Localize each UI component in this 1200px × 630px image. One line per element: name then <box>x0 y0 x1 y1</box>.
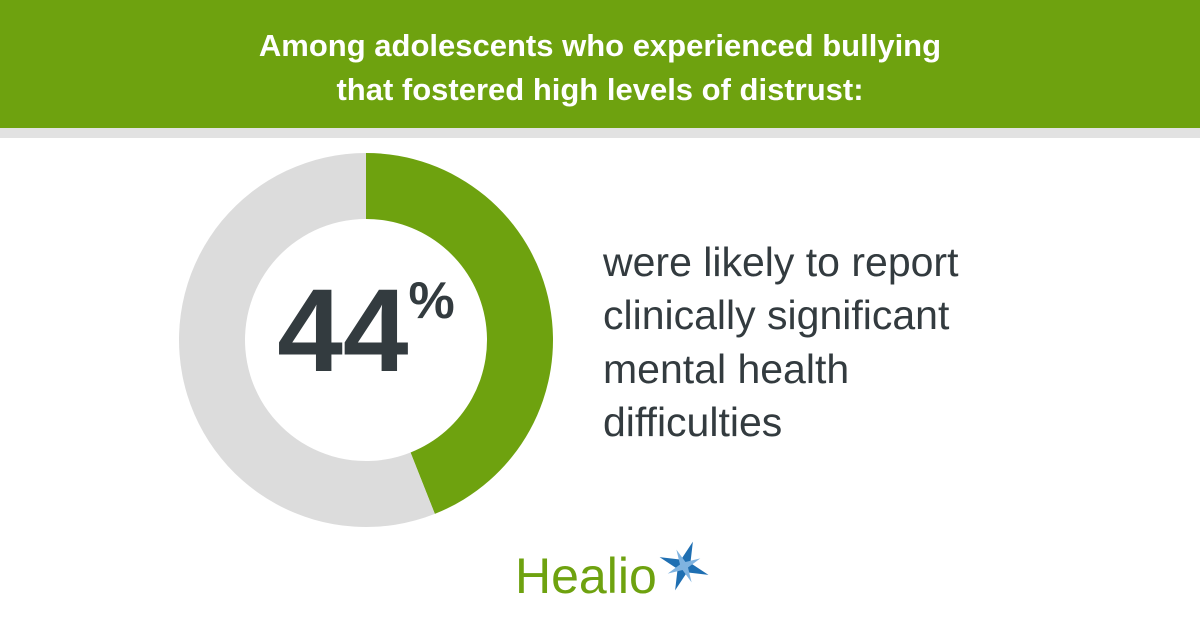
value-label: 44% <box>277 265 455 397</box>
description-line: difficulties <box>603 399 782 445</box>
donut-segment <box>366 153 554 514</box>
logo: Healio <box>515 548 657 604</box>
donut <box>179 153 554 527</box>
header-strip <box>0 128 1200 138</box>
logo-star <box>659 541 709 591</box>
donut-segment <box>179 153 435 527</box>
header-band <box>0 0 1200 128</box>
description-line: mental health <box>603 346 849 392</box>
description-line: were likely to report <box>602 239 959 285</box>
title-line: Among adolescents who experienced bullyi… <box>259 28 941 63</box>
description-line: clinically significant <box>603 292 950 338</box>
title-line: that fostered high levels of distrust: <box>336 72 863 107</box>
